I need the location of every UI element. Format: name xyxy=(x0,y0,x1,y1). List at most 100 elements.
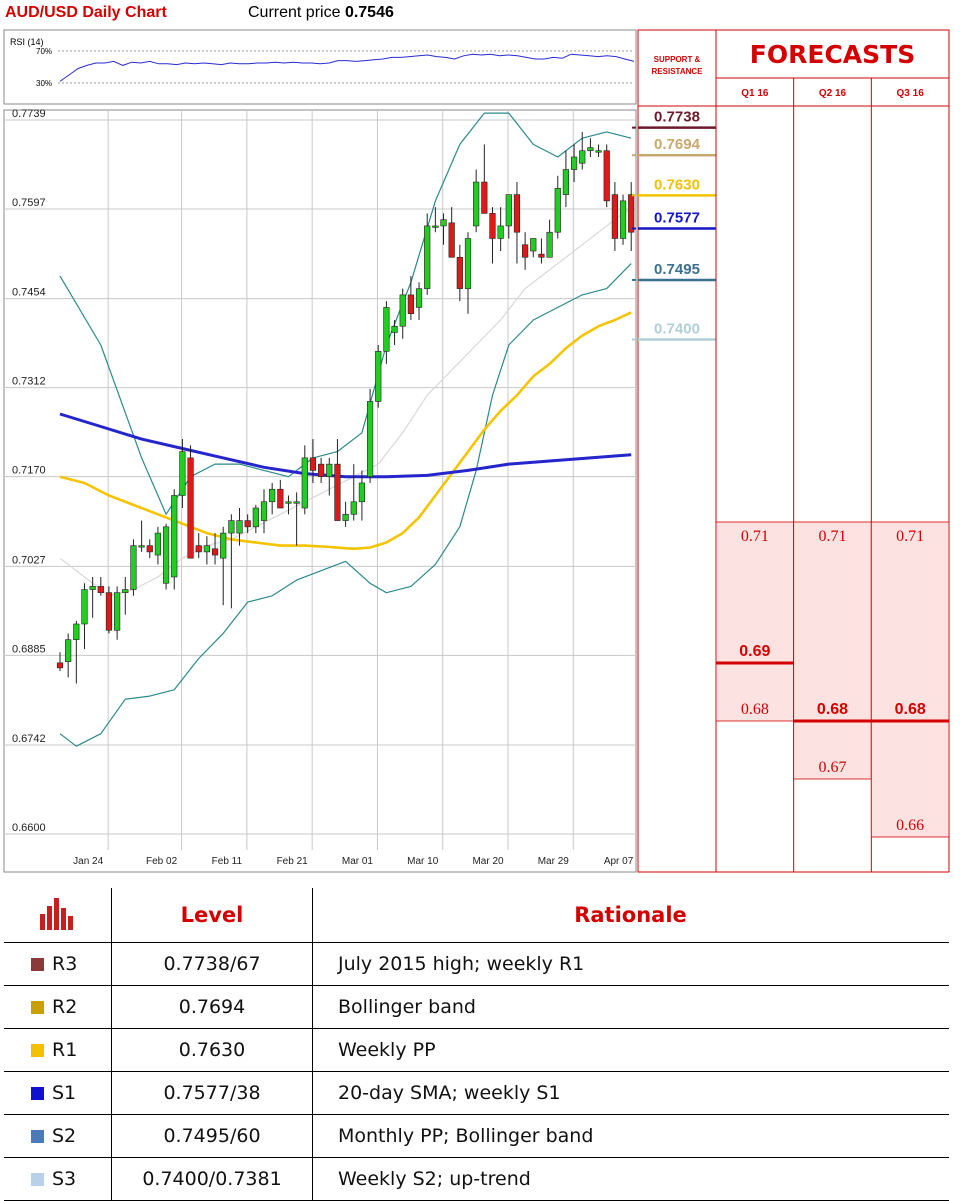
y-tick-label: 0.6742 xyxy=(12,733,46,745)
level-color-swatch xyxy=(31,1130,44,1143)
level-code-cell: S2 xyxy=(4,1114,112,1158)
candle-body xyxy=(220,532,227,559)
candle-body xyxy=(415,288,423,308)
levels-row: R3 0.7738/67 July 2015 high; weekly R1 xyxy=(4,942,949,986)
y-tick-label: 0.7597 xyxy=(12,197,46,209)
x-tick-label: Mar 20 xyxy=(472,856,504,867)
price-label: Current price xyxy=(248,4,341,21)
bollinger-lower-line xyxy=(59,263,632,747)
candle-body xyxy=(342,513,349,521)
x-tick-label: Feb 11 xyxy=(212,856,243,867)
x-tick-label: Feb 02 xyxy=(146,856,178,867)
candle-body xyxy=(56,662,64,669)
candle-body xyxy=(252,507,259,528)
level-color-swatch xyxy=(31,1173,44,1186)
candle-body xyxy=(489,213,496,239)
candle-body xyxy=(595,150,602,153)
x-tick-label: Jan 24 xyxy=(73,856,103,867)
candle-body xyxy=(138,545,145,548)
candle-body xyxy=(162,526,170,584)
candle-body xyxy=(179,451,186,496)
candle-body xyxy=(122,589,129,593)
candle-body xyxy=(522,244,529,258)
x-tick-label: Feb 21 xyxy=(277,856,309,867)
candle-body xyxy=(105,592,113,631)
forecast-column-header: Q3 16 xyxy=(897,88,925,99)
level-rationale: July 2015 high; weekly R1 xyxy=(312,942,949,986)
candle-body xyxy=(448,222,455,258)
forecast-high: 0.71 xyxy=(896,528,924,545)
candle-body xyxy=(375,351,382,402)
chart-area: RSI (14)70%30% 0.77390.75970.74540.73120… xyxy=(3,29,950,873)
rsi-frame xyxy=(3,29,637,105)
sr-header-line1: SUPPORT & xyxy=(654,55,701,64)
level-value: 0.7400/0.7381 xyxy=(111,1157,313,1201)
candle-body xyxy=(350,501,357,515)
level-code: S1 xyxy=(52,1082,77,1104)
level-value: 0.7495/60 xyxy=(111,1114,313,1158)
forecast-range-box xyxy=(793,521,872,780)
bar-chart-icon xyxy=(4,888,112,943)
candle-body xyxy=(228,520,235,534)
level-value: 0.7694 xyxy=(111,985,313,1029)
candle-body xyxy=(293,501,300,504)
candle-body xyxy=(424,225,431,289)
candle-body xyxy=(432,225,439,228)
candle-body xyxy=(399,294,406,327)
rsi-70-label: 70% xyxy=(36,47,52,56)
candle-body xyxy=(309,457,317,471)
y-tick-label: 0.7739 xyxy=(12,108,46,120)
rsi-30-label: 30% xyxy=(36,79,52,88)
candle-body xyxy=(146,545,153,553)
candle-body xyxy=(154,532,162,556)
y-tick-label: 0.7454 xyxy=(12,287,46,299)
levels-row: R2 0.7694 Bollinger band xyxy=(4,985,949,1029)
candle-body xyxy=(285,501,292,504)
chart-title: AUD/USD Daily Chart xyxy=(5,4,167,21)
candle-body xyxy=(505,194,512,227)
candle-body xyxy=(407,294,414,315)
x-tick-label: Apr 07 xyxy=(604,856,634,867)
levels-row: S1 0.7577/38 20-day SMA; weekly S1 xyxy=(4,1071,949,1115)
candle-body xyxy=(65,639,72,662)
rsi-label: RSI (14) xyxy=(10,37,44,47)
levels-row: R1 0.7630 Weekly PP xyxy=(4,1028,949,1072)
candle-body xyxy=(187,457,194,559)
candle-body xyxy=(97,586,104,593)
candle-body xyxy=(497,225,504,239)
rsi-line xyxy=(59,53,635,82)
candle-body xyxy=(277,488,284,509)
candle-body xyxy=(603,150,610,202)
candle-body xyxy=(203,545,210,553)
level-code-cell: R1 xyxy=(4,1028,112,1072)
candle-body xyxy=(628,194,635,233)
candle-body xyxy=(89,586,96,590)
level-color-swatch xyxy=(31,1044,44,1057)
sr-level-label: 0.7694 xyxy=(654,136,701,153)
candle-body xyxy=(301,457,308,509)
candle-body xyxy=(513,194,521,233)
candle-body xyxy=(464,238,472,289)
candle-body xyxy=(81,589,88,625)
sr-level-label: 0.7577 xyxy=(654,210,700,227)
rationale-header: Rationale xyxy=(312,888,949,943)
level-code-cell: S3 xyxy=(4,1157,112,1201)
candle-body xyxy=(619,200,627,239)
candle-body xyxy=(366,401,374,477)
candle-body xyxy=(195,545,202,553)
level-code-cell: R3 xyxy=(4,942,112,986)
levels-row: S2 0.7495/60 Monthly PP; Bollinger band xyxy=(4,1114,949,1158)
level-color-swatch xyxy=(31,1001,44,1014)
forecast-mid: 0.68 xyxy=(817,701,848,718)
candle-body xyxy=(383,307,390,352)
levels-row: S3 0.7400/0.7381 Weekly S2; up-trend xyxy=(4,1157,949,1201)
candle-body xyxy=(318,463,325,477)
level-code-cell: S1 xyxy=(4,1071,112,1115)
y-tick-label: 0.7027 xyxy=(12,554,46,566)
sr-header-line2: RESISTANCE xyxy=(652,67,704,76)
candle-body xyxy=(260,501,268,521)
candle-body xyxy=(171,495,178,578)
candle-body xyxy=(579,150,586,164)
y-tick-label: 0.6600 xyxy=(12,822,46,834)
sr-level-label: 0.7400 xyxy=(654,321,700,338)
